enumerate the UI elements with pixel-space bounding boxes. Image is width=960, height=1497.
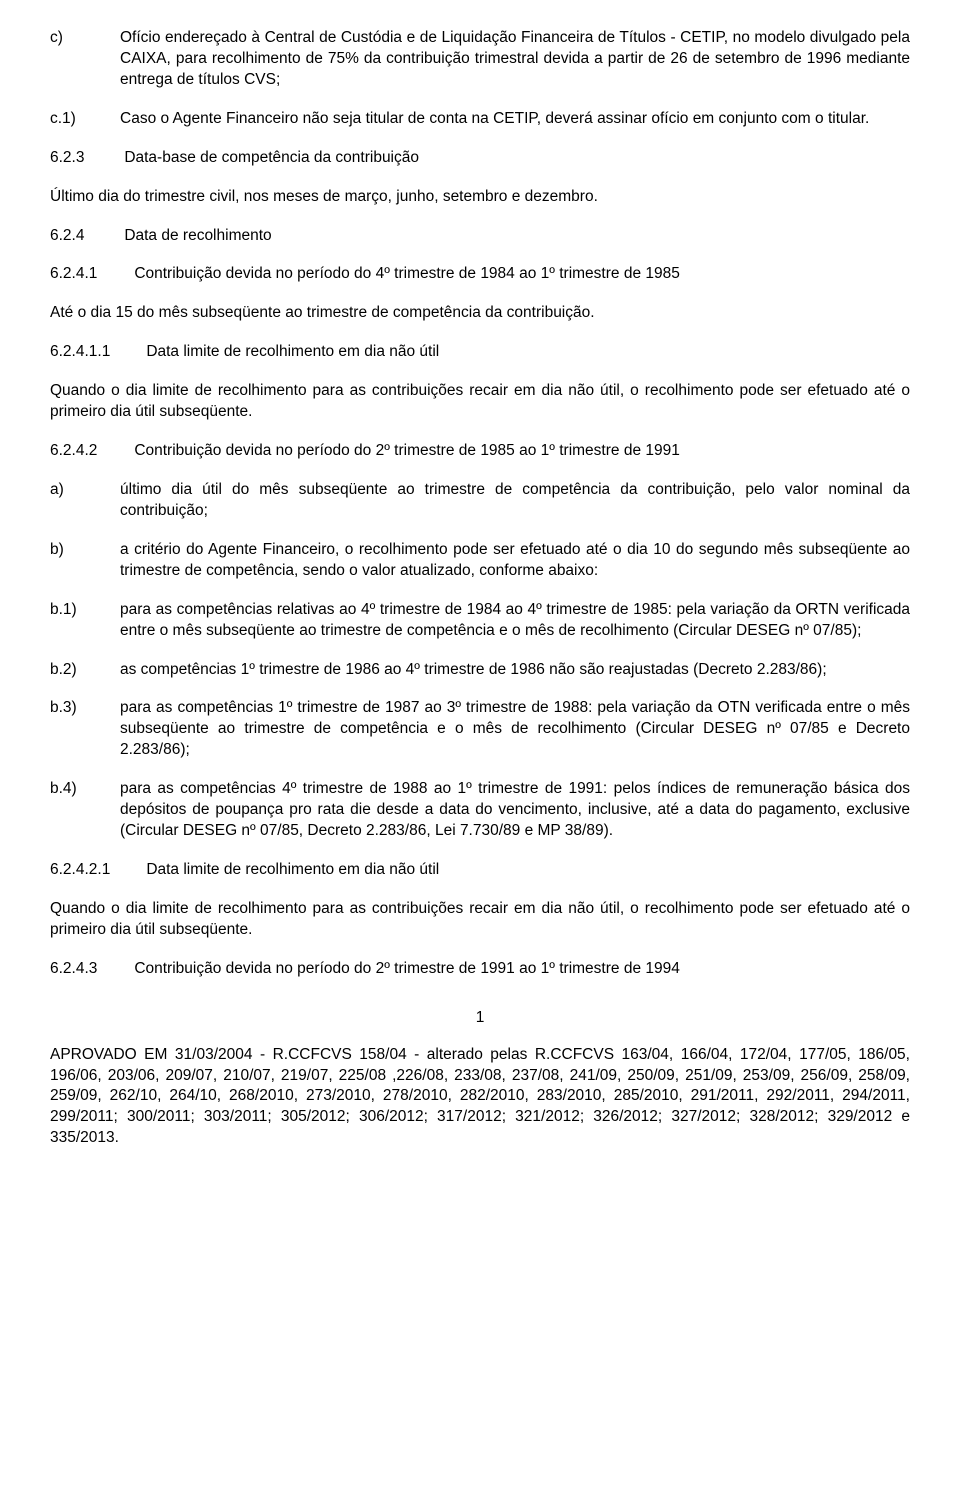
paragraph: Até o dia 15 do mês subseqüente ao trime… bbox=[50, 303, 910, 324]
heading-number: 6.2.4.2 bbox=[50, 441, 130, 462]
item-text: a critério do Agente Financeiro, o recol… bbox=[120, 540, 910, 582]
paragraph: Quando o dia limite de recolhimento para… bbox=[50, 381, 910, 423]
heading-text: Data de recolhimento bbox=[124, 227, 271, 244]
item-label: a) bbox=[50, 480, 120, 522]
heading-623: 6.2.3 Data-base de competência da contri… bbox=[50, 148, 910, 169]
item-text: para as competências relativas ao 4º tri… bbox=[120, 600, 910, 642]
item-label: c) bbox=[50, 28, 120, 91]
heading-62421: 6.2.4.2.1 Data limite de recolhimento em… bbox=[50, 860, 910, 881]
heading-text: Data limite de recolhimento em dia não ú… bbox=[146, 343, 439, 360]
list-item-b2: b.2) as competências 1º trimestre de 198… bbox=[50, 660, 910, 681]
item-text: para as competências 4º trimestre de 198… bbox=[120, 779, 910, 842]
list-item-b4: b.4) para as competências 4º trimestre d… bbox=[50, 779, 910, 842]
heading-number: 6.2.3 bbox=[50, 148, 120, 169]
heading-624: 6.2.4 Data de recolhimento bbox=[50, 226, 910, 247]
footer-text: APROVADO EM 31/03/2004 - R.CCFCVS 158/04… bbox=[50, 1045, 910, 1150]
paragraph: Último dia do trimestre civil, nos meses… bbox=[50, 187, 910, 208]
item-label: b) bbox=[50, 540, 120, 582]
heading-6241: 6.2.4.1 Contribuição devida no período d… bbox=[50, 264, 910, 285]
heading-62411: 6.2.4.1.1 Data limite de recolhimento em… bbox=[50, 342, 910, 363]
list-item-c1: c.1) Caso o Agente Financeiro não seja t… bbox=[50, 109, 910, 130]
list-item-c: c) Ofício endereçado à Central de Custód… bbox=[50, 28, 910, 91]
heading-number: 6.2.4.1.1 bbox=[50, 342, 142, 363]
list-item-a: a) último dia útil do mês subseqüente ao… bbox=[50, 480, 910, 522]
heading-number: 6.2.4 bbox=[50, 226, 120, 247]
item-text: as competências 1º trimestre de 1986 ao … bbox=[120, 660, 910, 681]
list-item-b3: b.3) para as competências 1º trimestre d… bbox=[50, 698, 910, 761]
item-text: Ofício endereçado à Central de Custódia … bbox=[120, 28, 910, 91]
item-label: c.1) bbox=[50, 109, 120, 130]
item-text: para as competências 1º trimestre de 198… bbox=[120, 698, 910, 761]
item-text: último dia útil do mês subseqüente ao tr… bbox=[120, 480, 910, 522]
heading-text: Contribuição devida no período do 2º tri… bbox=[134, 442, 680, 459]
item-text: Caso o Agente Financeiro não seja titula… bbox=[120, 109, 910, 130]
heading-text: Data-base de competência da contribuição bbox=[124, 149, 419, 166]
item-label: b.4) bbox=[50, 779, 120, 842]
heading-number: 6.2.4.1 bbox=[50, 264, 130, 285]
heading-text: Contribuição devida no período do 2º tri… bbox=[134, 960, 680, 977]
heading-text: Data limite de recolhimento em dia não ú… bbox=[146, 861, 439, 878]
paragraph: Quando o dia limite de recolhimento para… bbox=[50, 899, 910, 941]
heading-number: 6.2.4.3 bbox=[50, 959, 130, 980]
item-label: b.1) bbox=[50, 600, 120, 642]
heading-6243: 6.2.4.3 Contribuição devida no período d… bbox=[50, 959, 910, 980]
heading-text: Contribuição devida no período do 4º tri… bbox=[134, 265, 680, 282]
list-item-b1: b.1) para as competências relativas ao 4… bbox=[50, 600, 910, 642]
item-label: b.3) bbox=[50, 698, 120, 761]
item-label: b.2) bbox=[50, 660, 120, 681]
heading-number: 6.2.4.2.1 bbox=[50, 860, 142, 881]
heading-6242: 6.2.4.2 Contribuição devida no período d… bbox=[50, 441, 910, 462]
page-number: 1 bbox=[50, 1008, 910, 1029]
list-item-b: b) a critério do Agente Financeiro, o re… bbox=[50, 540, 910, 582]
